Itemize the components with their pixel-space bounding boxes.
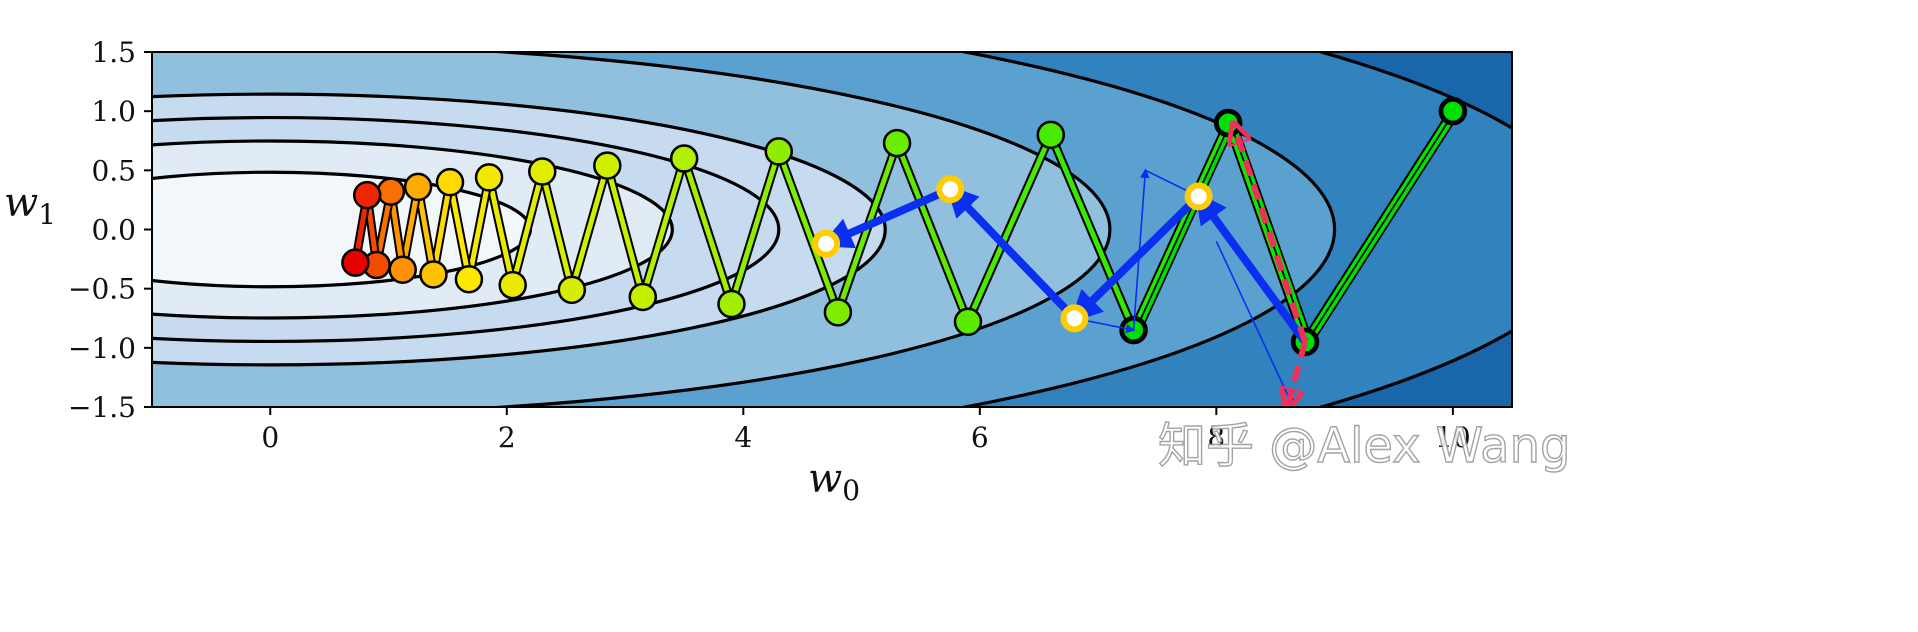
path-a-point [557, 275, 587, 305]
thick-arrow [1069, 193, 1202, 323]
path-b-segment [1308, 109, 1460, 344]
path-a-point [823, 298, 853, 327]
thick-arrow [945, 184, 1078, 322]
watermark: 知乎 @Alex Wang [1158, 418, 1570, 474]
path-a-segment [1131, 120, 1231, 333]
path-a-point [1036, 120, 1066, 150]
contour-line [955, 52, 1336, 407]
x-tick-label: 8 [1207, 421, 1225, 454]
path-a-point [528, 157, 557, 186]
path-a-segment [430, 179, 453, 277]
lookahead-point [1184, 182, 1213, 211]
x-axis-label-main: w [808, 456, 842, 502]
x-axis-label-subscript: 0 [842, 474, 860, 507]
path-a-segment [466, 174, 492, 282]
y-tick-label: 0.0 [91, 214, 136, 247]
path-a-segment [965, 132, 1054, 325]
lookahead-point [1060, 304, 1089, 333]
path-a-segment [510, 169, 545, 288]
x-tick-label: 10 [1435, 421, 1471, 454]
dashed-arrows [1234, 125, 1308, 407]
path-a-point [352, 180, 382, 210]
path-a-point [388, 255, 417, 284]
contour-lines [152, 52, 1512, 407]
y-tick-label: 1.5 [91, 36, 136, 69]
y-axis-label-main: w [4, 180, 38, 226]
path-b-point [1440, 98, 1466, 124]
x-tick-label: 2 [498, 421, 516, 454]
path-a-segment [1302, 108, 1456, 345]
path-a-point [717, 289, 746, 319]
path-a-segment [681, 156, 734, 307]
x-tick-label: 4 [734, 421, 752, 454]
y-tick-label: 1.0 [91, 95, 136, 128]
x-tick-label: 0 [261, 421, 279, 454]
path-a-point [628, 282, 658, 312]
path-a-point [454, 264, 484, 294]
contour-line [152, 92, 887, 367]
lookahead-point [812, 229, 841, 258]
path-a-point [764, 137, 794, 166]
path-a-segment [415, 184, 436, 277]
path-a-point [669, 144, 699, 173]
path-a-point [419, 260, 448, 289]
path-a-point [882, 128, 912, 158]
path-a-segment [776, 148, 841, 315]
path-a-segment [539, 169, 575, 293]
lookahead-point [936, 175, 965, 204]
contour-line [476, 52, 1112, 407]
path-a-point [341, 248, 370, 277]
path-a-segment [1048, 132, 1137, 333]
plot-area [152, 52, 1512, 407]
path-a-point [474, 163, 504, 192]
path-a-segment [569, 163, 610, 293]
path-a-point [953, 307, 983, 337]
y-tick-label: −0.5 [68, 273, 136, 306]
y-axis-ticks: 1.5 1.0 0.5 0.0 −0.5 −1.0 −1.5 [68, 36, 152, 424]
y-tick-label: −1.0 [68, 332, 136, 365]
dashed-arrow [1287, 341, 1308, 407]
path-a-point [376, 177, 406, 206]
y-tick-label: 0.5 [91, 154, 136, 187]
path-a-point [498, 270, 527, 300]
path-a-segment [640, 156, 687, 300]
path-a-point [435, 167, 465, 197]
x-tick-label: 6 [971, 421, 989, 454]
path-b-segment [1136, 121, 1235, 332]
thick-arrow [1194, 191, 1309, 345]
path-a-point [403, 172, 433, 202]
path-a-segment [728, 148, 782, 307]
path-a-point [593, 151, 622, 180]
y-tick-label: −1.5 [68, 391, 136, 424]
path-b-point [1215, 110, 1241, 136]
path-a-points [341, 96, 1468, 357]
lookahead-points [812, 175, 1213, 333]
path-a-segment [604, 163, 646, 300]
x-axis-ticks: 0 2 4 6 8 10 [261, 407, 1471, 454]
path-a-segment [894, 140, 971, 325]
contour-fills [152, 52, 1512, 407]
x-axis-label: w0 [808, 456, 860, 507]
y-axis-label-subscript: 1 [38, 198, 56, 231]
path-a-segment [447, 179, 472, 282]
contour-line [152, 115, 781, 344]
path-a-segment [486, 174, 516, 288]
dashed-arrow [1234, 125, 1308, 343]
contour-line [152, 139, 674, 320]
thick-arrows [820, 184, 1309, 345]
thin-arrow [1215, 240, 1295, 407]
y-axis-label: w1 [4, 180, 56, 231]
thick-arrow [820, 185, 952, 249]
